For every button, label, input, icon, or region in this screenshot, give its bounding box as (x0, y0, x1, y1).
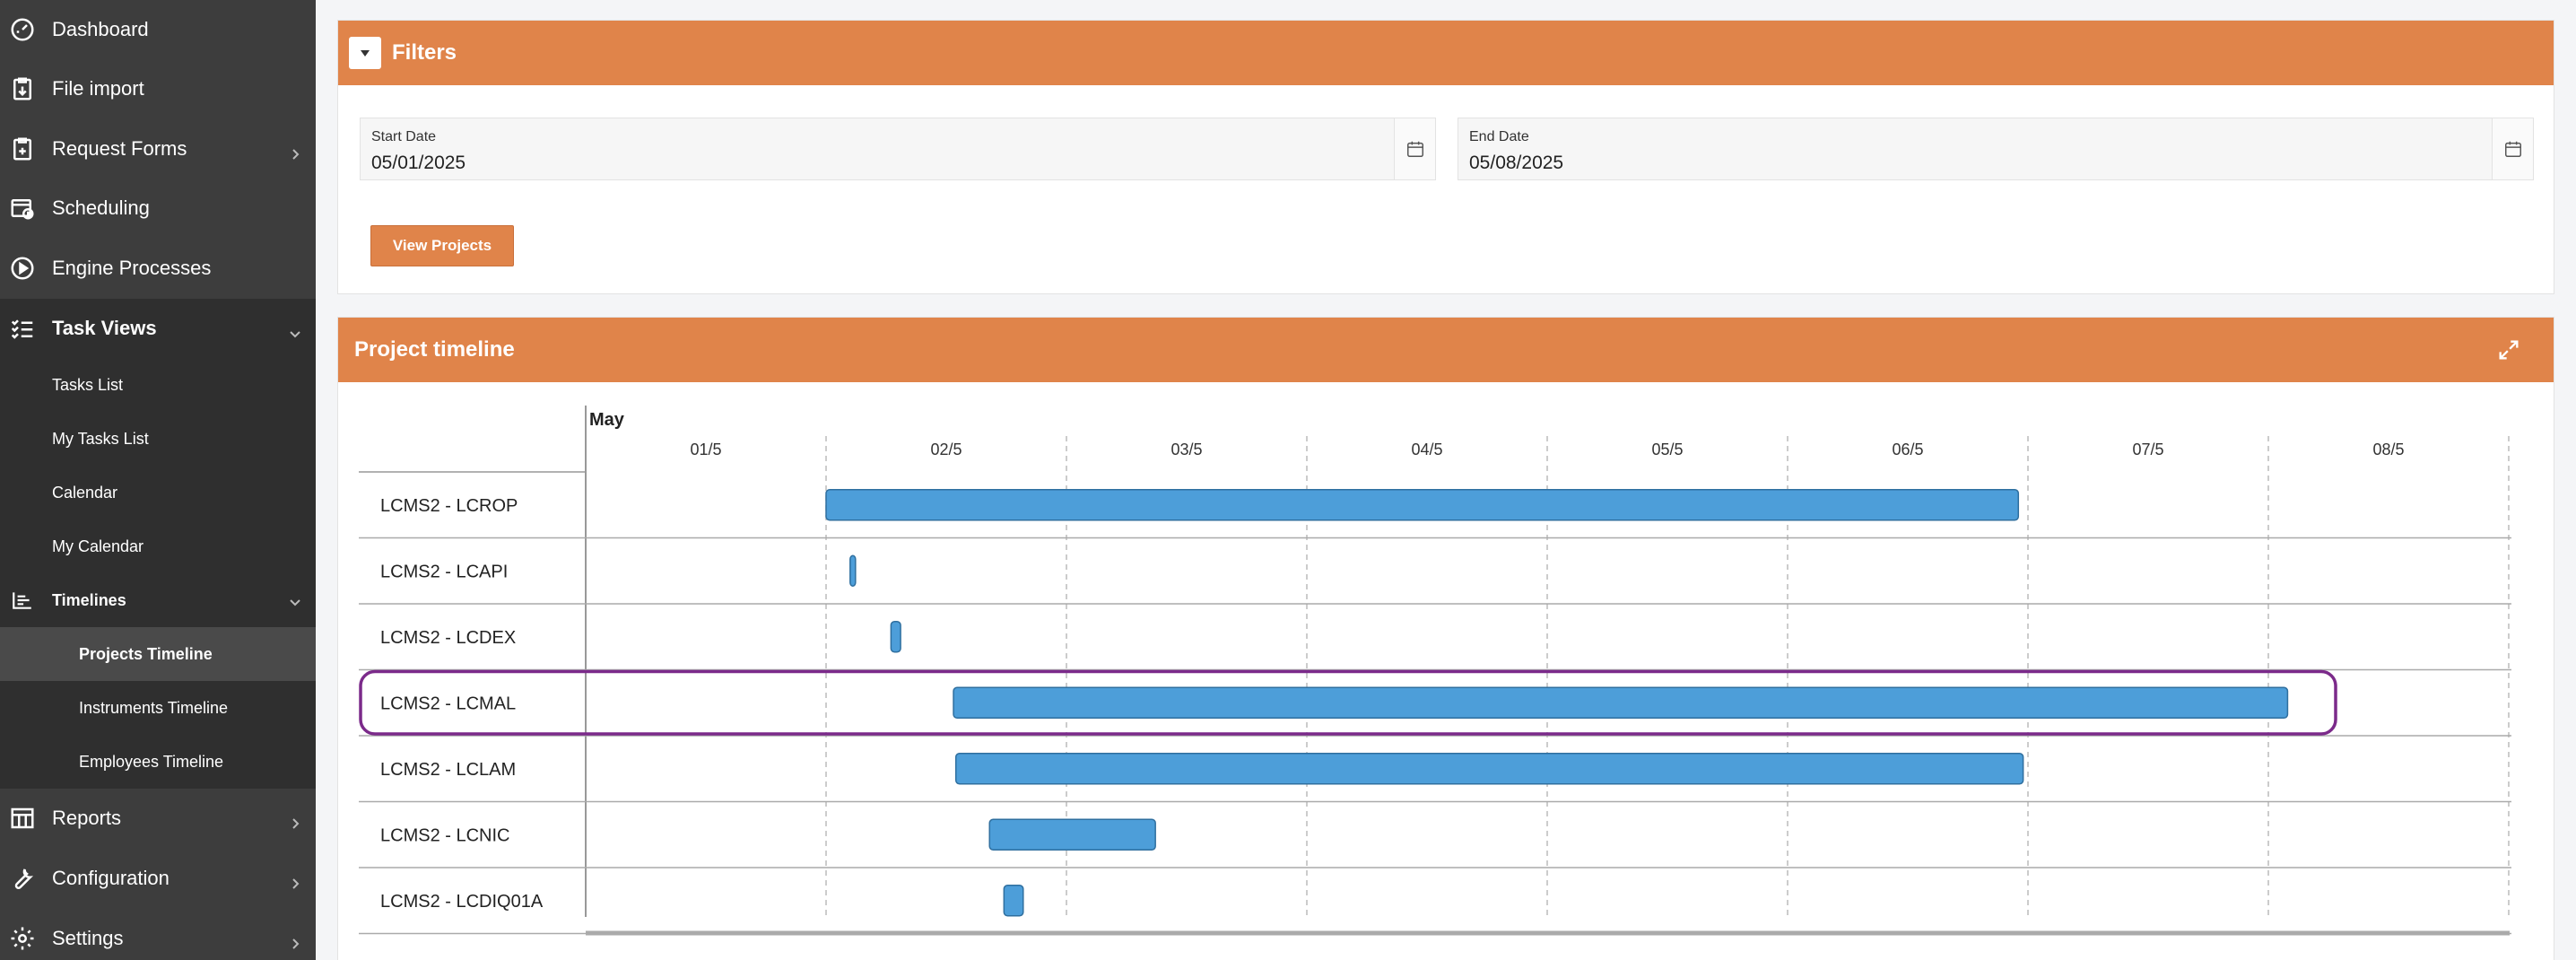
gear-icon (7, 923, 38, 954)
nav-engine-processes[interactable]: Engine Processes (0, 239, 316, 298)
row-label: LCMS2 - LCNIC (380, 825, 509, 845)
nav-label: Configuration (52, 867, 170, 889)
start-date-label: Start Date (371, 129, 437, 144)
filters-header: Filters (338, 21, 2554, 85)
sidebar: Dashboard File import Request Forms Sche… (0, 0, 316, 960)
project-bar (1003, 885, 1024, 917)
nav-scheduling[interactable]: Scheduling (0, 179, 316, 238)
nav-label: File import (52, 77, 144, 100)
day-tick-label: 04/5 (1411, 441, 1442, 458)
chevron-down-icon (289, 594, 301, 607)
timeline-icon (7, 585, 38, 615)
nav-calendar[interactable]: Calendar (0, 466, 316, 519)
row-label: LCMS2 - LCLAM (380, 760, 516, 780)
timeline-svg: May 01/5 02/5 03/5 04/5 05/5 06/5 07/5 08/5 LCMS2… (359, 406, 2526, 936)
view-projects-button[interactable]: View Projects (370, 225, 514, 266)
day-tick-label: 06/5 (1892, 441, 1923, 458)
dashboard-icon (7, 14, 38, 45)
nav-label: My Tasks List (52, 429, 149, 448)
nav-label: Reports (52, 807, 122, 829)
nav-reports[interactable]: Reports (0, 789, 316, 848)
nav-label: Task Views (52, 317, 157, 339)
nav-label: Calendar (52, 483, 118, 502)
reports-icon (7, 803, 38, 833)
project-bar (890, 621, 901, 653)
day-tick-label: 07/5 (2132, 441, 2163, 458)
scheduling-icon (7, 193, 38, 223)
nav-my-calendar[interactable]: My Calendar (0, 519, 316, 573)
nav-label: Request Forms (52, 137, 187, 160)
day-tick-label: 01/5 (690, 441, 721, 458)
nav-file-import[interactable]: File import (0, 59, 316, 118)
nav-configuration[interactable]: Configuration (0, 849, 316, 908)
nav-label: My Calendar (52, 537, 144, 555)
start-date-value: 05/01/2025 (371, 153, 466, 173)
timeline-panel: Project timeline (337, 317, 2554, 960)
nav-timelines[interactable]: Timelines (0, 573, 316, 627)
wrench-icon (7, 863, 38, 894)
day-tick-label: 02/5 (930, 441, 962, 458)
row-label: LCMS2 - LCAPI (380, 562, 508, 581)
nav-my-tasks-list[interactable]: My Tasks List (0, 412, 316, 466)
request-forms-icon (7, 134, 38, 164)
row-label: LCMS2 - LCMAL (380, 694, 516, 713)
nav-task-views[interactable]: Task Views (0, 299, 316, 358)
calendar-icon[interactable] (1394, 118, 1435, 179)
day-tick-label: 05/5 (1651, 441, 1683, 458)
month-label: May (589, 410, 625, 430)
nav-settings[interactable]: Settings (0, 909, 316, 960)
end-date-label: End Date (1469, 129, 1529, 144)
nav-instruments-timeline[interactable]: Instruments Timeline (0, 681, 316, 735)
timeline-header: Project timeline (338, 318, 2554, 382)
nav-label: Instruments Timeline (79, 698, 229, 717)
calendar-icon[interactable] (2492, 118, 2533, 179)
nav-dashboard[interactable]: Dashboard (0, 0, 316, 59)
filters-panel: Filters Start Date 05/01/2025 End Date 0… (337, 20, 2554, 294)
row-label: LCMS2 - LCROP (380, 496, 518, 516)
project-bar (825, 489, 2020, 521)
task-list-icon (7, 313, 38, 344)
project-bar (954, 753, 2024, 785)
project-bar (953, 686, 2289, 719)
collapse-filters-button[interactable] (349, 37, 381, 69)
nav-request-forms[interactable]: Request Forms (0, 119, 316, 179)
nav-label: Settings (52, 927, 124, 949)
day-tick-label: 08/5 (2372, 441, 2404, 458)
timeline-title: Project timeline (354, 337, 515, 362)
project-timeline-chart: May 01/5 02/5 03/5 04/5 05/5 06/5 07/5 08/5 LCMS2… (359, 406, 2526, 944)
chevron-right-icon (289, 812, 301, 829)
expand-icon[interactable] (2496, 337, 2521, 362)
end-date-field[interactable]: End Date 05/08/2025 (1458, 118, 2534, 180)
nav-tasks-list[interactable]: Tasks List (0, 358, 316, 412)
play-circle-icon (7, 253, 38, 284)
nav-label: Scheduling (52, 196, 150, 219)
file-import-icon (7, 74, 38, 104)
row-label: LCMS2 - LCDIQ01A (380, 892, 544, 912)
start-date-field[interactable]: Start Date 05/01/2025 (360, 118, 1436, 180)
caret-down-icon (361, 50, 370, 57)
nav-label: Tasks List (52, 375, 124, 394)
nav-label: Projects Timeline (79, 644, 213, 663)
day-tick-label: 03/5 (1171, 441, 1202, 458)
filters-title: Filters (392, 40, 457, 65)
chevron-down-icon (289, 322, 301, 338)
project-bar (988, 818, 1156, 851)
nav-projects-timeline[interactable]: Projects Timeline (0, 627, 316, 681)
end-date-value: 05/08/2025 (1469, 153, 1564, 173)
nav-label: Dashboard (52, 18, 149, 40)
nav-label: Timelines (52, 590, 126, 609)
project-bar (849, 554, 857, 587)
highlight-outline (359, 669, 2337, 736)
nav-label: Engine Processes (52, 257, 212, 279)
chevron-right-icon (289, 872, 301, 889)
chevron-right-icon (289, 932, 301, 949)
row-label: LCMS2 - LCDEX (380, 628, 516, 648)
nav-label: Employees Timeline (79, 752, 224, 771)
chevron-right-icon (289, 143, 301, 160)
nav-employees-timeline[interactable]: Employees Timeline (0, 735, 316, 789)
